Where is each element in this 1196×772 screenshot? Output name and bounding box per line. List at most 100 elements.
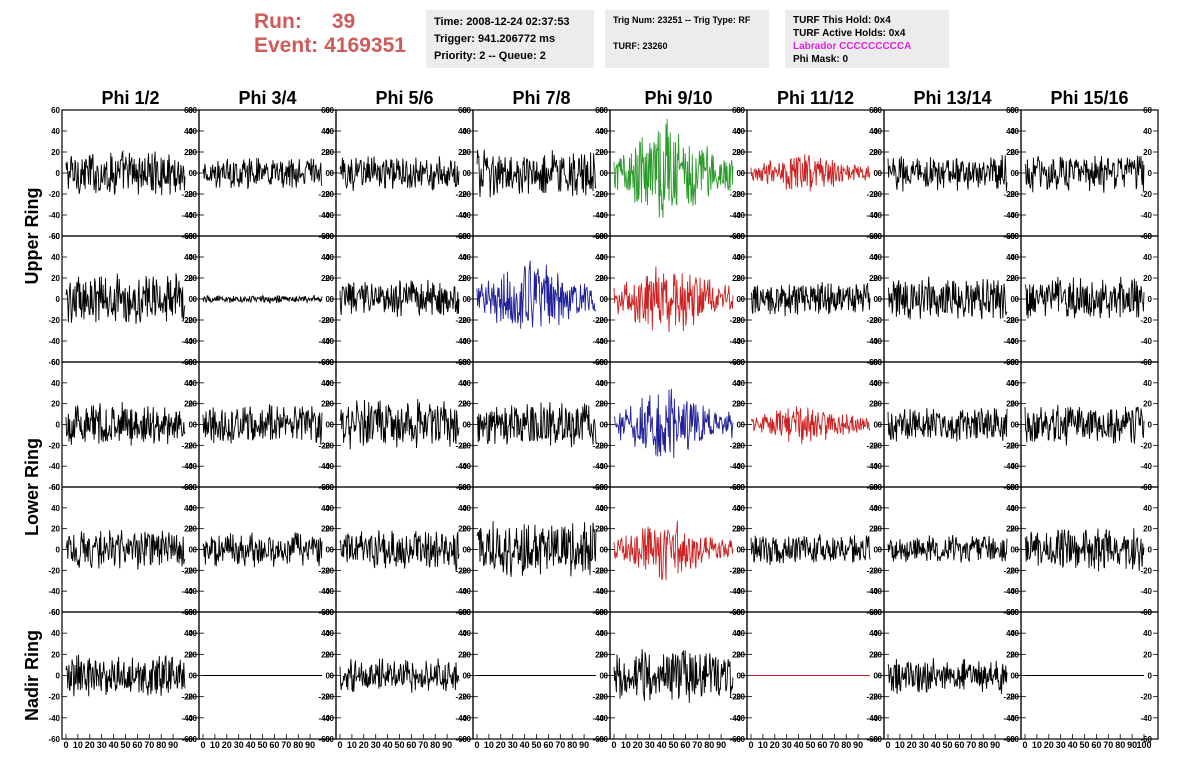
y-tick-label-right: 60 [458,608,467,617]
y-tick-label-right: 60 [732,358,741,367]
y-tick-label-left: -40 [48,714,60,723]
y-tick-label-left: -40 [185,337,197,346]
y-tick-label-left: 40 [1010,629,1019,638]
waveform-trace-0-0 [65,149,186,196]
y-tick-label-left: 40 [188,629,197,638]
y-tick-label-left: 40 [188,127,197,136]
y-tick-label-right: 20 [869,148,878,157]
y-tick-label-left: 40 [51,504,60,513]
y-tick-label-right: 20 [321,525,330,534]
y-tick-label-right: -60 [1003,735,1015,744]
y-tick-label-right: -60 [318,735,330,744]
y-tick-label-right: 20 [869,525,878,534]
y-tick-label-right: 60 [869,106,878,115]
x-tick-label: 90 [168,740,178,750]
y-tick-label-left: 40 [188,253,197,262]
x-tick-label: 60 [680,740,690,750]
y-tick-label-left: -40 [870,462,882,471]
y-tick-label-right: 20 [732,525,741,534]
row-title-2: Lower Ring [22,438,42,536]
y-tick-label-left: 60 [873,608,882,617]
y-tick-label-right: -20 [318,566,330,575]
x-tick-label: 20 [359,740,369,750]
y-tick-label-left: 60 [736,232,745,241]
y-tick-label-right: 40 [595,379,604,388]
waveform-trace-0-2 [339,156,460,192]
x-tick-label: 90 [305,740,315,750]
event-value: 4169351 [324,34,406,57]
y-tick-label-left: -60 [48,735,60,744]
y-tick-label-left: 40 [462,504,471,513]
y-tick-label-left: -40 [870,337,882,346]
x-tick-label: 40 [246,740,256,750]
y-tick-label-right: 40 [184,379,193,388]
run-label: Run: [254,10,302,33]
y-tick-label-left: 20 [873,148,882,157]
y-tick-label-left: 0 [193,546,198,555]
y-tick-label-right: -40 [866,462,878,471]
column-title-8: Phi 15/16 [1050,88,1128,108]
y-tick-label-left: 20 [188,148,197,157]
y-tick-label-left: 40 [325,253,334,262]
x-tick-label: 30 [1056,740,1066,750]
y-tick-label-left: 20 [188,525,197,534]
x-tick-label: 10 [210,740,220,750]
y-tick-label-left: 40 [325,379,334,388]
y-tick-label-right: 60 [184,358,193,367]
waveform-trace-1-3 [476,260,597,329]
y-tick-label-left: 40 [188,379,197,388]
y-tick-label-right: -40 [1140,211,1152,220]
y-tick-label-right: -40 [181,337,193,346]
x-tick-label: 10 [758,740,768,750]
y-tick-label-left: -20 [322,190,334,199]
y-tick-label-right: -20 [181,441,193,450]
trigger-text: Trigger: 941.206772 ms [434,33,556,45]
y-tick-label-left: 60 [1010,232,1019,241]
y-tick-label-right: 0 [874,295,879,304]
y-tick-label-left: 40 [325,127,334,136]
y-tick-label-left: 60 [1010,608,1019,617]
y-tick-label-right: 40 [869,504,878,513]
y-tick-label-right: 20 [1143,400,1152,409]
y-tick-label-left: 0 [330,421,335,430]
y-tick-label-right: -20 [455,566,467,575]
x-tick-label: 20 [1044,740,1054,750]
waveform-trace-3-1 [202,532,323,568]
y-tick-label-right: 40 [732,253,741,262]
x-tick-label: 80 [567,740,577,750]
y-tick-label-left: 20 [462,148,471,157]
y-tick-label-left: 20 [599,400,608,409]
y-tick-label-left: -20 [870,693,882,702]
y-tick-label-right: -40 [318,462,330,471]
x-tick-label: 80 [156,740,166,750]
y-tick-label-right: -20 [729,441,741,450]
y-tick-label-left: 40 [736,253,745,262]
y-tick-label-left: -20 [596,190,608,199]
y-tick-label-left: 40 [873,504,882,513]
y-tick-label-right: 0 [1011,421,1016,430]
waveform-trace-0-4 [613,118,734,218]
waveform-trace-4-2 [339,658,460,693]
x-tick-label: 90 [853,740,863,750]
y-tick-label-left: 20 [873,525,882,534]
y-tick-label-right: -20 [866,316,878,325]
y-tick-label-left: 0 [878,421,883,430]
y-tick-label-right: -20 [1140,316,1152,325]
x-tick-label: 60 [132,740,142,750]
y-tick-label-left: 20 [188,650,197,659]
y-tick-label-left: 20 [736,274,745,283]
y-tick-label-right: 0 [1148,421,1153,430]
y-tick-label-right: 0 [874,169,879,178]
y-tick-label-left: 40 [51,629,60,638]
y-tick-label-right: -20 [729,190,741,199]
y-tick-label-left: -40 [596,462,608,471]
y-tick-label-left: -20 [1007,693,1019,702]
y-tick-label-right: -20 [592,566,604,575]
y-tick-label-right: -40 [1140,462,1152,471]
y-tick-label-right: -40 [455,587,467,596]
y-tick-label-right: 0 [600,421,605,430]
waveform-trace-2-5 [750,406,871,445]
y-tick-label-right: 40 [184,629,193,638]
y-tick-label-left: 0 [56,672,61,681]
